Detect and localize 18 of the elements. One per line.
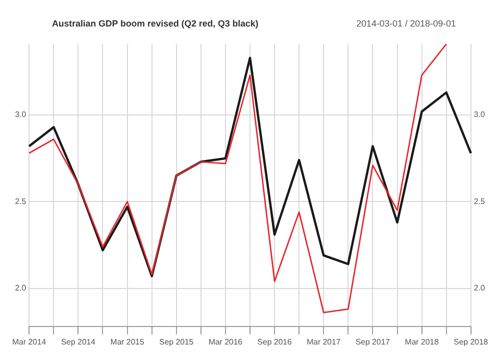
x-tick-label: Sep 2016 xyxy=(257,337,292,346)
chart-title: Australian GDP boom revised (Q2 red, Q3 black) xyxy=(52,18,258,28)
chart-subtitle: 2014-03-01 / 2018-09-01 xyxy=(356,18,456,28)
x-tick-label: Mar 2017 xyxy=(306,337,342,346)
x-tick-label: Sep 2014 xyxy=(61,337,96,346)
x-tick-label: Mar 2018 xyxy=(404,337,440,346)
x-tick-label: Sep 2015 xyxy=(159,337,194,346)
x-tick-label: Mar 2015 xyxy=(110,337,145,346)
y2-tick-label: 2.5 xyxy=(474,196,486,206)
y-tick-label: 3.0 xyxy=(14,110,27,120)
y-tick-label: 2.5 xyxy=(14,196,27,206)
y2-tick-label: 3.0 xyxy=(474,110,486,120)
y2-tick-label: 2.0 xyxy=(474,283,486,292)
y-tick-label: 2.0 xyxy=(14,283,27,292)
x-tick-label: Mar 2014 xyxy=(12,337,47,346)
x-tick-label: Sep 2018 xyxy=(454,337,489,346)
x-tick-label: Mar 2016 xyxy=(208,337,243,346)
x-tick-label: Sep 2017 xyxy=(356,337,390,346)
